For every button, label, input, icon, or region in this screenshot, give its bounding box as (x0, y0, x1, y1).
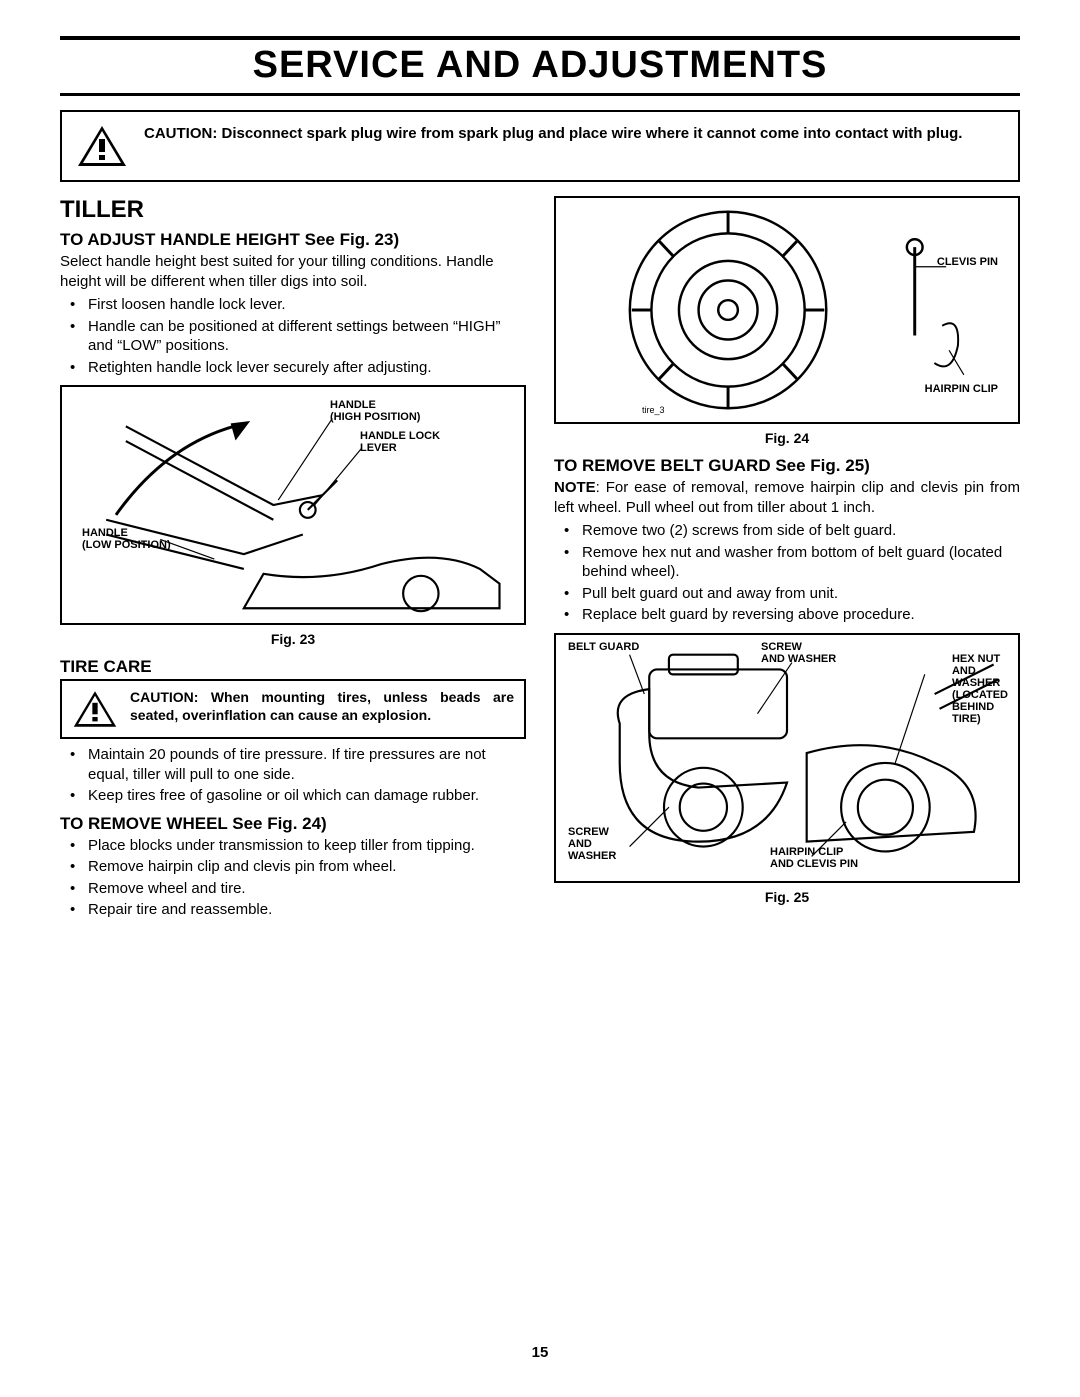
fig25-label-hairpin-clevis: HAIRPIN CLIP AND CLEVIS PIN (770, 846, 858, 870)
fig25-caption: Fig. 25 (554, 889, 1020, 905)
fig23-caption: Fig. 23 (60, 631, 526, 647)
adjust-handle-heading: TO ADJUST HANDLE HEIGHT See Fig. 23) (60, 230, 526, 250)
figure-25: BELT GUARD SCREW AND WASHER HEX NUT AND … (554, 633, 1020, 883)
list-item: Keep tires free of gasoline or oil which… (60, 786, 526, 806)
list-item: Retighten handle lock lever securely aft… (60, 358, 526, 378)
list-item: Repair tire and reassemble. (60, 900, 526, 920)
fig23-label-handle-high: HANDLE (HIGH POSITION) (330, 399, 420, 423)
remove-wheel-heading: TO REMOVE WHEEL See Fig. 24) (60, 814, 526, 834)
fig23-label-handle-low: HANDLE (LOW POSITION) (82, 527, 171, 551)
warning-icon (76, 124, 128, 168)
page-title: SERVICE AND ADJUSTMENTS (60, 44, 1020, 87)
list-item: Remove wheel and tire. (60, 879, 526, 899)
adjust-handle-body: Select handle height best suited for you… (60, 252, 526, 291)
remove-belt-bullets: Remove two (2) screws from side of belt … (554, 521, 1020, 625)
belt-note-text: For ease of removal, remove hairpin clip… (554, 479, 1020, 516)
list-item: Place blocks under transmission to keep … (60, 836, 526, 856)
tire-care-heading: TIRE CARE (60, 657, 526, 677)
right-column: CLEVIS PIN HAIRPIN CLIP tire_3 Fig. 24 T… (554, 196, 1020, 928)
remove-belt-heading: TO REMOVE BELT GUARD See Fig. 25) (554, 456, 1020, 476)
fig24-label-hairpin: HAIRPIN CLIP (925, 383, 998, 395)
tire-caution-text: CAUTION: When mounting tires, unless bea… (130, 689, 514, 724)
top-caution-box: CAUTION: Disconnect spark plug wire from… (60, 110, 1020, 182)
top-rule (60, 36, 1020, 40)
warning-icon (72, 689, 118, 729)
tiller-heading: TILLER (60, 196, 526, 224)
fig25-drawing (556, 635, 1018, 881)
tire-care-bullets: Maintain 20 pounds of tire pressure. If … (60, 745, 526, 806)
adjust-handle-bullets: First loosen handle lock lever. Handle c… (60, 295, 526, 377)
fig25-label-screw-top: SCREW AND WASHER (761, 641, 836, 665)
list-item: Remove hex nut and washer from bottom of… (554, 543, 1020, 582)
belt-note: NOTE: For ease of removal, remove hairpi… (554, 478, 1020, 517)
list-item: Remove two (2) screws from side of belt … (554, 521, 1020, 541)
fig24-caption: Fig. 24 (554, 430, 1020, 446)
fig25-label-hex-nut: HEX NUT AND WASHER (LOCATED BEHIND TIRE) (952, 653, 1008, 726)
list-item: Pull belt guard out and away from unit. (554, 584, 1020, 604)
two-column-layout: TILLER TO ADJUST HANDLE HEIGHT See Fig. … (60, 196, 1020, 928)
fig23-label-handle-lock: HANDLE LOCK LEVER (360, 430, 440, 454)
fig25-label-screw-bottom: SCREW AND WASHER (568, 826, 616, 862)
list-item: Remove hairpin clip and clevis pin from … (60, 857, 526, 877)
list-item: First loosen handle lock lever. (60, 295, 526, 315)
fig23-drawing (62, 387, 524, 623)
list-item: Handle can be positioned at different se… (60, 317, 526, 356)
list-item: Maintain 20 pounds of tire pressure. If … (60, 745, 526, 784)
remove-wheel-bullets: Place blocks under transmission to keep … (60, 836, 526, 920)
figure-23: HANDLE (HIGH POSITION) HANDLE LOCK LEVER… (60, 385, 526, 625)
fig24-label-tire3: tire_3 (642, 406, 665, 416)
left-column: TILLER TO ADJUST HANDLE HEIGHT See Fig. … (60, 196, 526, 928)
list-item: Replace belt guard by reversing above pr… (554, 605, 1020, 625)
fig25-label-belt-guard: BELT GUARD (568, 641, 639, 653)
tire-caution-box: CAUTION: When mounting tires, unless bea… (60, 679, 526, 739)
top-caution-text: CAUTION: Disconnect spark plug wire from… (144, 124, 962, 144)
mid-rule (60, 93, 1020, 96)
fig24-label-clevis: CLEVIS PIN (937, 256, 998, 268)
page-number: 15 (0, 1344, 1080, 1361)
figure-24: CLEVIS PIN HAIRPIN CLIP tire_3 (554, 196, 1020, 424)
